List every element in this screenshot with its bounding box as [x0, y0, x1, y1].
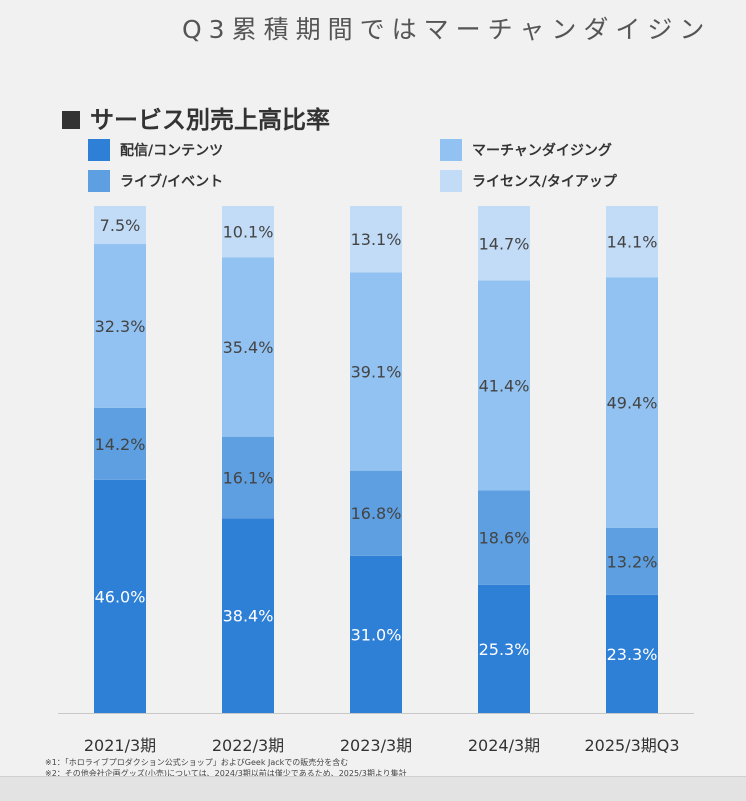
legend-label-distribution: 配信/コンテンツ [120, 143, 224, 159]
bar-segment-license [222, 206, 274, 258]
legend-swatch-license [440, 170, 462, 192]
bar-segment-merch [94, 244, 146, 408]
data-label: 7.5% [100, 216, 141, 235]
bar-segment-distribution [606, 594, 658, 713]
data-label: 49.4% [607, 394, 658, 413]
bar-segment-license [94, 206, 146, 245]
footnote-2: ※2：その他会社企画グッズ(小売)については、2024/3期以前は僅少であるため… [45, 769, 407, 778]
data-label: 18.6% [479, 529, 530, 548]
legend-label-license: ライセンス/タイアップ [472, 174, 617, 190]
bar-segment-live [222, 436, 274, 519]
data-label: 23.3% [607, 645, 658, 664]
legend-item-license: ライセンス/タイアップ [440, 169, 617, 193]
x-tick-label: 2021/3期 [84, 736, 156, 755]
section-title-text: サービス別売上高比率 [90, 106, 330, 134]
bar-segment-license [350, 206, 402, 273]
legend-swatch-distribution [88, 139, 110, 161]
bar-segment-license [478, 206, 530, 281]
bar-segment-live [478, 490, 530, 585]
legend-item-distribution: 配信/コンテンツ [88, 138, 223, 162]
legend-swatch-merch [440, 139, 462, 161]
legend-label-merch: マーチャンダイジング [472, 143, 612, 159]
x-tick-label: 2025/3期Q3 [584, 736, 679, 755]
square-bullet-icon [62, 111, 80, 129]
data-label: 35.4% [223, 338, 274, 357]
data-label: 10.1% [223, 223, 274, 242]
data-label: 14.1% [607, 233, 658, 252]
page-title: Q3累積期間ではマーチャンダイジン [182, 15, 712, 44]
footnote-1: ※1：「ホロライブプロダクション公式ショップ」およびGeek Jackでの販売分… [45, 758, 349, 767]
legend-label-live: ライブ/イベント [120, 174, 224, 190]
data-label: 14.2% [95, 435, 146, 454]
bar-segment-live [606, 527, 658, 595]
bar-segment-distribution [94, 479, 146, 713]
bar-segment-license [606, 206, 658, 278]
legend-swatch-live [88, 170, 110, 192]
section-title: サービス別売上高比率 [62, 100, 330, 135]
bar-segment-distribution [222, 518, 274, 713]
data-label: 16.8% [351, 504, 402, 523]
data-label: 41.4% [479, 376, 530, 395]
bar-segment-distribution [478, 584, 530, 713]
data-label: 39.1% [351, 363, 402, 382]
bar-segment-merch [350, 272, 402, 471]
bar-segment-merch [222, 257, 274, 437]
data-label: 32.3% [95, 317, 146, 336]
footer-bar [0, 776, 746, 801]
bar-segment-live [94, 407, 146, 480]
data-label: 38.4% [223, 607, 274, 626]
bar-segment-merch [478, 280, 530, 491]
data-label: 14.7% [479, 234, 530, 253]
stacked-bar-chart: 46.0% 14.2% 32.3% 7.5% 2021/3期 38.4% 16.1% 35.4… [58, 206, 694, 755]
data-label: 13.2% [607, 552, 658, 571]
bar-segment-distribution [350, 555, 402, 713]
legend-item-merch: マーチャンダイジング [440, 138, 612, 162]
footnotes: ※1：「ホロライブプロダクション公式ショップ」およびGeek Jackでの販売分… [45, 757, 407, 779]
data-label: 25.3% [479, 640, 530, 659]
x-tick-label: 2023/3期 [340, 736, 412, 755]
data-label: 46.0% [95, 587, 146, 606]
bar-segment-live [350, 470, 402, 556]
legend-item-live: ライブ/イベント [88, 169, 223, 193]
data-label: 16.1% [223, 468, 274, 487]
bar-segment-merch [606, 277, 658, 528]
data-label: 13.1% [351, 230, 402, 249]
x-tick-label: 2024/3期 [468, 736, 540, 755]
x-tick-label: 2022/3期 [212, 736, 284, 755]
data-label: 31.0% [351, 625, 402, 644]
